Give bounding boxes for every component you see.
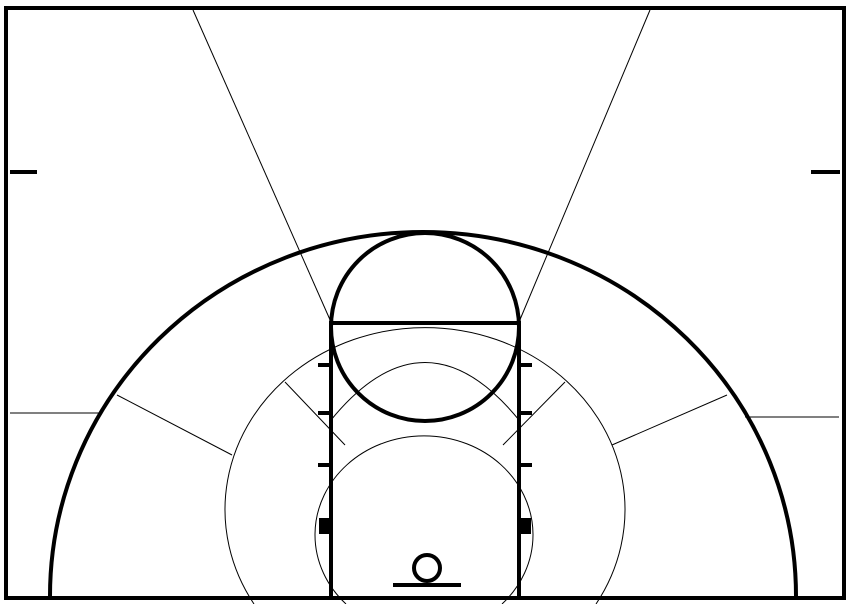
zone-line-right-wing bbox=[611, 394, 728, 446]
basket-rim bbox=[412, 553, 442, 583]
zone-line-inner-left bbox=[284, 381, 346, 446]
lane-block-right bbox=[519, 518, 531, 534]
zone-line-upper-right bbox=[518, 9, 651, 323]
free-throw-circle-lower-half bbox=[330, 362, 520, 421]
lane-paint bbox=[329, 321, 521, 600]
court-boundary bbox=[4, 6, 846, 600]
lane-block-left bbox=[319, 518, 331, 534]
restricted-area-circle bbox=[314, 435, 534, 604]
midrange-arc bbox=[224, 327, 626, 604]
free-throw-circle bbox=[329, 231, 521, 423]
zone-line-upper-left bbox=[192, 9, 332, 323]
zone-line-inner-right bbox=[502, 381, 566, 446]
zone-line-left-wing bbox=[116, 394, 233, 456]
